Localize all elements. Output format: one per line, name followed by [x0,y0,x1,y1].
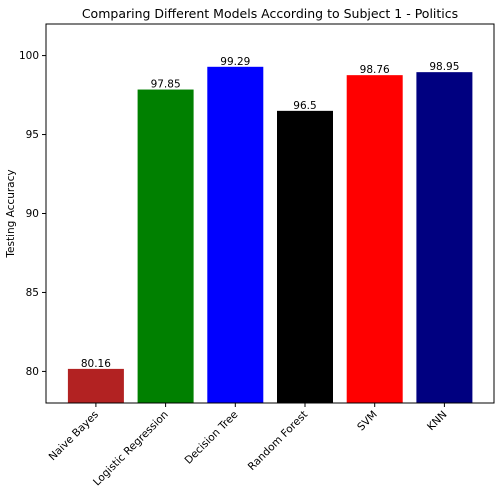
plot-frame [45,23,495,404]
x-tick-label: Naive Bayes [47,409,101,463]
x-tick-label: Decision Tree [182,409,240,467]
x-tick-label: Logistic Regression [91,409,171,489]
y-axis: 80 85 90 95 100 [19,50,46,378]
y-tick-label: 95 [26,129,39,141]
bar-svm [346,75,403,403]
value-label: 99.29 [220,56,250,68]
x-tick-label: KNN [425,409,449,433]
value-label: 98.95 [429,61,459,73]
x-tick-label: SVM [355,409,380,434]
bar-decision-tree [207,66,264,404]
chart-title: Comparing Different Models According to … [82,6,458,21]
value-label: 80.16 [81,358,111,370]
bar-logistic-regression [137,89,194,403]
y-tick-label: 80 [26,366,39,378]
value-label: 98.76 [360,64,390,76]
value-label: 97.85 [151,79,181,91]
y-tick-label: 85 [26,287,39,299]
y-tick-label: 100 [19,50,39,62]
value-labels-layer: 80.16 97.85 99.29 96.5 98.76 98.95 [81,56,460,370]
value-label: 96.5 [293,100,316,112]
bar-naive-bayes [67,368,124,403]
bar-knn [416,72,473,403]
x-tick-label: Random Forest [246,409,310,473]
y-axis-label: Testing Accuracy [5,169,17,258]
bars-layer [67,66,473,404]
bar-random-forest [277,110,333,403]
y-tick-label: 90 [26,208,39,220]
